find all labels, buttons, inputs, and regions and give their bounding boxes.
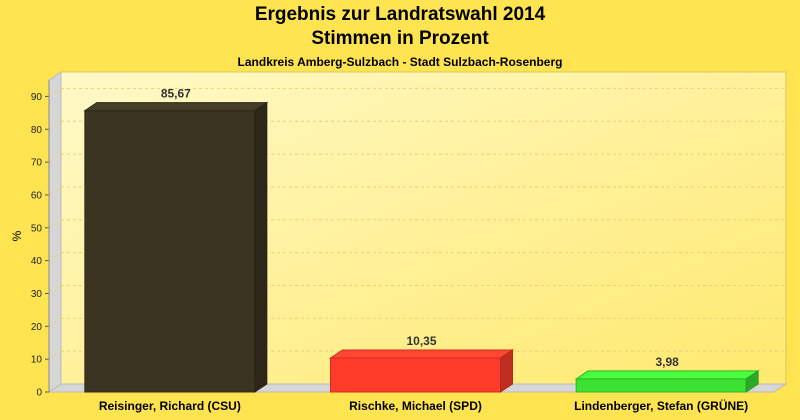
bar-top [574,370,760,380]
gridline-diag [48,219,62,229]
gridline-diag [48,317,62,327]
gridline-diag [48,350,62,360]
y-tick-label: 40 [31,256,43,267]
x-tick-label: Rischke, Michael (SPD) [349,399,482,413]
bar-front [575,378,747,393]
side-wall [48,71,62,393]
gridline-diag [48,285,62,294]
bar [328,349,515,393]
bar-side [745,369,759,393]
y-tick-label: 80 [31,125,43,136]
bar [574,369,760,393]
y-tick-label: 60 [31,190,43,201]
gridline-diag [48,88,62,97]
y-tick-label: 70 [31,158,43,169]
y-tick-label: 20 [31,322,43,333]
y-tick-label: 90 [31,92,43,103]
bar-side [254,101,268,393]
gridline-diag [48,120,62,130]
y-tick-label: 0 [36,388,42,399]
bar-front [330,357,501,393]
bar-top [83,102,269,112]
data-label: 85,67 [161,87,191,101]
x-tick-label: Lindenberger, Stefan (GRÜNE) [574,398,748,413]
gridline-diag [48,186,62,196]
bar-front [84,110,256,393]
y-tick-label: 30 [31,289,43,300]
bar-side [500,349,513,393]
bar-top [328,349,515,359]
chart-title: Ergebnis zur Landratswahl 2014 [254,4,546,25]
data-label: 10,35 [406,334,436,348]
y-tick-label: 10 [31,355,43,366]
chart-subtitle: Landkreis Amberg-Sulzbach - Stadt Sulzba… [237,55,563,69]
gridline-diag [48,153,62,163]
data-label: 3,98 [655,355,679,369]
gridline-diag [48,252,62,262]
chart-title-line2: Stimmen in Prozent [311,28,489,49]
y-axis-label: % [10,230,24,241]
x-tick-label: Reisinger, Richard (CSU) [99,399,241,413]
y-tick-label: 50 [31,223,43,234]
bar [83,101,269,393]
